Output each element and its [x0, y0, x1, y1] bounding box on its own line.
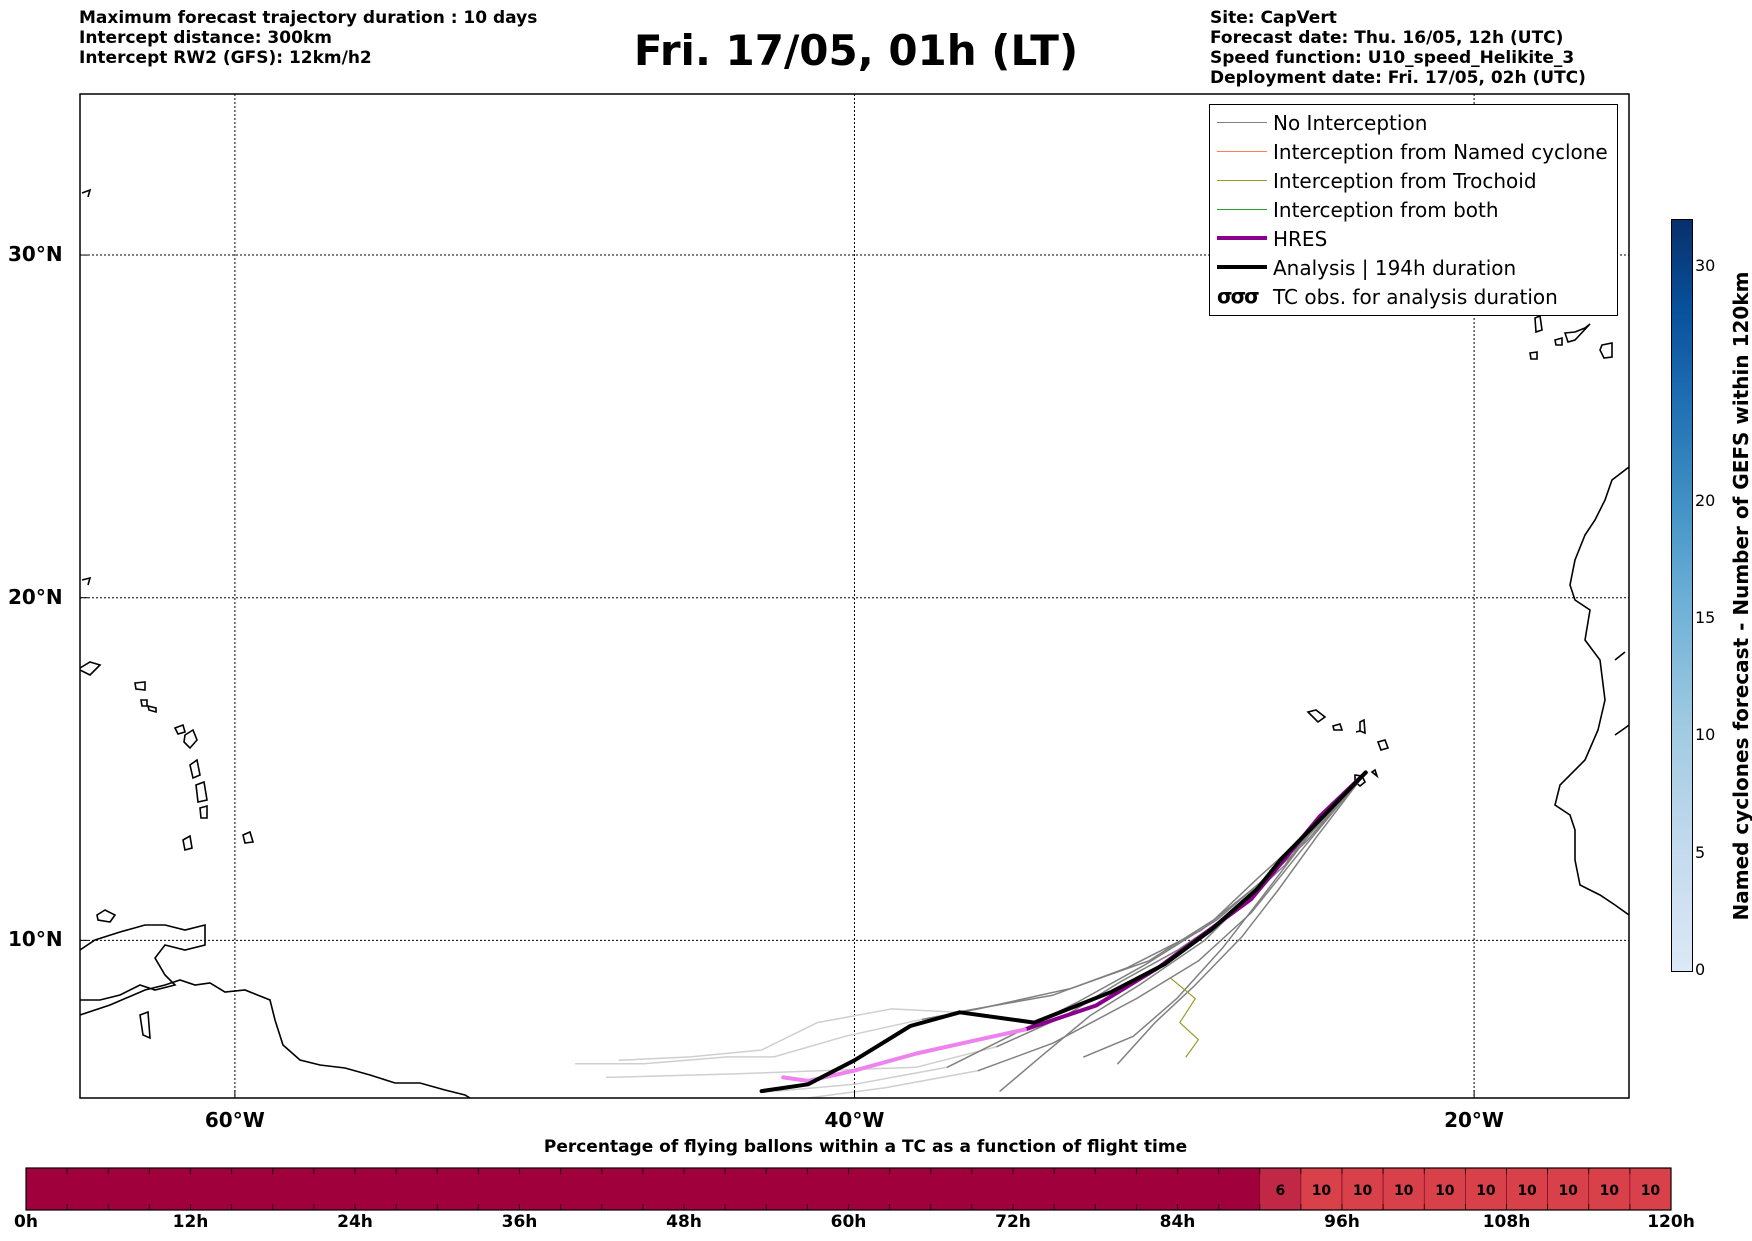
timeline-cell-value: 10	[1600, 1183, 1620, 1199]
timeline-cell-value: 10	[1394, 1183, 1414, 1199]
colorbar-tick: 20	[1695, 490, 1716, 510]
legend-analysis: Analysis | 194h duration	[1210, 254, 1617, 283]
light-trajectory-line	[807, 1069, 980, 1098]
light-trajectory-line	[574, 1018, 924, 1065]
trajectory-line	[955, 771, 1367, 1014]
deployment-date-text: Deployment date: Fri. 17/05, 02h (UTC)	[1210, 68, 1586, 88]
hres-extension-line	[781, 1027, 1027, 1083]
legend-label: Interception from Trochoid	[1273, 169, 1537, 193]
timeline-cell	[1547, 1167, 1590, 1211]
timeline-tick: 60h	[830, 1212, 867, 1232]
legend-line	[1217, 122, 1267, 123]
page-title: Fri. 17/05, 01h (LT)	[633, 26, 1079, 75]
timeline-tick: 12h	[172, 1212, 209, 1232]
legend-label: Interception from Named cyclone	[1273, 140, 1608, 164]
timeline-cell	[1588, 1167, 1631, 1211]
run-parameters: Maximum forecast trajectory duration : 1…	[79, 8, 537, 68]
legend-label: No Interception	[1273, 111, 1428, 135]
timeline-tick: 120h	[1647, 1212, 1695, 1232]
legend-line	[1217, 209, 1267, 210]
timeline-tick: 48h	[666, 1212, 702, 1232]
timeline-cell	[1300, 1167, 1343, 1211]
light-trajectory-line	[605, 1045, 998, 1079]
trajectories-no-interception	[921, 771, 1367, 1092]
timeline-tick: 0h	[14, 1212, 38, 1232]
timeline-cell-value: 10	[1558, 1183, 1578, 1199]
lon-label-20w: 20°W	[1444, 1108, 1504, 1132]
legend-label: Interception from both	[1273, 198, 1499, 222]
legend-trochoid: Interception from Trochoid	[1210, 167, 1617, 196]
timeline-tick: 96h	[1324, 1212, 1360, 1232]
light-trajectory-line	[776, 1066, 949, 1092]
site-info: Site: CapVert Forecast date: Thu. 16/05,…	[1210, 8, 1586, 88]
timeline-tick: 36h	[501, 1212, 538, 1232]
legend-tc-obs: σσσ TC obs. for analysis duration	[1210, 283, 1617, 312]
colorbar-tick: 10	[1695, 725, 1716, 745]
timeline-cell-value: 10	[1435, 1183, 1455, 1199]
timeline-title: Percentage of flying ballons within a TC…	[543, 1137, 1188, 1157]
legend-label: Analysis | 194h duration	[1273, 256, 1517, 280]
timeline-cell-value: 10	[1641, 1183, 1661, 1199]
timeline-cell	[1629, 1167, 1672, 1211]
speed-function-text: Speed function: U10_speed_Helikite_3	[1210, 48, 1575, 68]
timeline-frame	[25, 1167, 1672, 1211]
trochoid-trajectory-line	[1169, 977, 1200, 1058]
timeline-cell-value: 10	[1353, 1183, 1373, 1199]
legend-named-cyclone: Interception from Named cyclone	[1210, 138, 1617, 167]
map-content	[80, 188, 1629, 1098]
lon-label-40w: 40°W	[824, 1108, 885, 1132]
legend-line	[1217, 265, 1267, 269]
analysis-line	[759, 770, 1368, 1094]
map-legend: No Interception Interception from Named …	[1209, 104, 1618, 316]
timeline-cell-value: 6	[1275, 1183, 1285, 1199]
lat-label-20n: 20°N	[8, 584, 63, 609]
legend-both: Interception from both	[1210, 196, 1617, 225]
timeline-tick: 72h	[995, 1212, 1031, 1232]
timeline-tick: 108h	[1482, 1212, 1531, 1232]
legend-line	[1217, 236, 1267, 240]
map-gridlines	[80, 94, 1629, 1098]
timeline-tick: 84h	[1159, 1212, 1196, 1232]
forecast-date-text: Forecast date: Thu. 16/05, 12h (UTC)	[1210, 28, 1564, 48]
trajectories-late	[574, 1008, 998, 1098]
timeline-base-cell	[26, 1168, 1260, 1210]
colorbar-tick: 5	[1695, 842, 1706, 862]
legend-line	[1217, 180, 1267, 181]
max-duration-text: Maximum forecast trajectory duration : 1…	[79, 8, 538, 28]
lon-label-60w: 60°W	[204, 1108, 265, 1132]
light-trajectory-line	[618, 1008, 958, 1062]
intercept-rw2-text: Intercept RW2 (GFS): 12km/h2	[79, 48, 372, 68]
timeline-cells: 6 10 10 10 10 10 10 10 10 10	[25, 1167, 1672, 1211]
legend-line	[1217, 151, 1267, 152]
intercept-distance-text: Intercept distance: 300km	[79, 28, 332, 48]
timeline-cell	[1382, 1167, 1425, 1211]
cyclone-symbol-icon: σσσ	[1217, 284, 1260, 308]
legend-label: HRES	[1273, 227, 1328, 251]
timeline-cell	[1259, 1167, 1302, 1211]
trajectory-line	[977, 771, 1367, 1072]
colorbar-tick: 15	[1695, 607, 1716, 627]
cyclone-colorbar	[1671, 219, 1693, 972]
timeline-cell-value: 10	[1517, 1183, 1537, 1199]
timeline-cell	[1423, 1167, 1466, 1211]
legend-hres: HRES	[1210, 225, 1617, 254]
timeline-cell-value: 10	[1476, 1183, 1496, 1199]
site-text: Site: CapVert	[1210, 8, 1337, 28]
map-ticks	[80, 254, 1475, 1098]
analysis-trajectory	[759, 770, 1368, 1094]
lat-label-30n: 30°N	[8, 242, 63, 267]
legend-no-interception: No Interception	[1210, 109, 1617, 138]
colorbar-tick: 30	[1695, 255, 1716, 275]
coastlines	[80, 188, 1629, 1098]
colorbar-tick: 0	[1695, 960, 1706, 979]
lat-label-10n: 10°N	[8, 927, 63, 952]
trajectory-line	[1117, 771, 1367, 1065]
legend-label: TC obs. for analysis duration	[1273, 285, 1558, 309]
timeline-tick: 24h	[337, 1212, 373, 1232]
timeline-cell-value: 10	[1312, 1183, 1332, 1199]
